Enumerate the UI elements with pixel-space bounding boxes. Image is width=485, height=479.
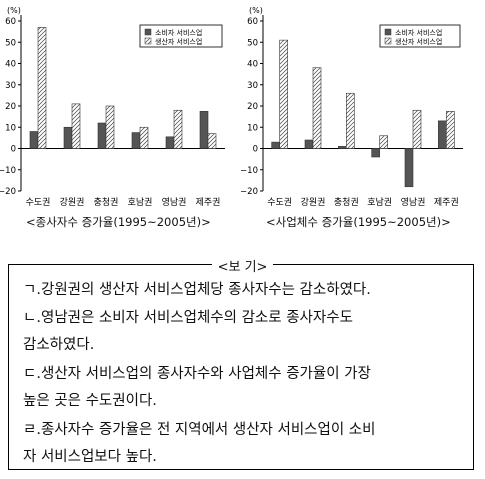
legend-swatch bbox=[384, 37, 392, 45]
bar-producer bbox=[446, 111, 455, 149]
bar-consumer bbox=[338, 146, 347, 149]
x-tick-label: 영남권 bbox=[401, 196, 426, 208]
bar-producer bbox=[346, 92, 355, 149]
legend-label: 소비자 서비스업 bbox=[395, 28, 442, 37]
x-tick-label: 영남권 bbox=[162, 196, 187, 208]
y-tick-label: 60 bbox=[247, 17, 258, 27]
bar-consumer bbox=[63, 126, 73, 149]
statement-box: ㄱ.강원권의 생산자 서비스업체당 종사자수는 감소하였다. ㄴ.영남권은 소비… bbox=[8, 264, 474, 470]
x-tick-label: 충청권 bbox=[94, 196, 119, 208]
bar-producer bbox=[279, 39, 288, 149]
unit-label: (%) bbox=[249, 6, 263, 15]
chart-employee-growth: (%) 60 50 40 30 20 10 0 −10 −20 수도권 강원권 충청권 호남권 영남권 제주권… bbox=[0, 6, 225, 208]
x-tick-label: 호남권 bbox=[367, 196, 392, 208]
y-tick-label: 0 bbox=[11, 145, 16, 155]
y-tick-label: 40 bbox=[5, 60, 16, 70]
x-tick-label: 수도권 bbox=[26, 196, 51, 208]
bar-producer bbox=[71, 103, 81, 149]
x-tick-label: 제주권 bbox=[434, 196, 459, 208]
statement-1: ㄱ.강원권의 생산자 서비스업체당 종사자수는 감소하였다. bbox=[23, 277, 459, 304]
bar-producer bbox=[173, 109, 183, 149]
legend-swatch bbox=[144, 28, 152, 36]
bar-consumer bbox=[199, 111, 209, 149]
x-tick-label: 제주권 bbox=[196, 196, 221, 208]
caption-employee-growth: <종사자수 증가율(1995~2005년)> bbox=[26, 215, 211, 229]
statement-3: ㄷ.생산자 서비스업의 종사자수와 사업체수 증가율이 가장 높은 곳은 수도권… bbox=[23, 361, 459, 415]
y-tick-label: −10 bbox=[240, 166, 258, 176]
x-tick-label: 강원권 bbox=[60, 196, 85, 208]
y-tick-label: 20 bbox=[247, 102, 258, 112]
x-tick-label: 충청권 bbox=[334, 196, 359, 208]
y-tick-label: −20 bbox=[240, 187, 258, 197]
bar-producer bbox=[139, 126, 149, 149]
statement-2: ㄴ.영남권은 소비자 서비스업체수의 감소로 종사자수도 감소하였다. bbox=[23, 305, 459, 359]
y-tick-label: 0 bbox=[253, 145, 258, 155]
box-title: <보 기> bbox=[0, 256, 485, 275]
statement-text-cont: 높은 곳은 수도권이다. bbox=[23, 393, 157, 409]
y-tick-label: 30 bbox=[5, 81, 16, 91]
statement-marker: ㄷ. bbox=[23, 366, 41, 382]
statement-text-cont: 감소하였다. bbox=[23, 337, 95, 353]
charts-area: (%) 60 50 40 30 20 10 0 −10 −20 수도권 강원권 충청권 호남권 영남권 제주권… bbox=[0, 6, 463, 208]
chart-business-growth: (%) 60 50 40 30 20 10 0 −10 −20 수도권 강원권 충청권 호남권 영남권 제주권… bbox=[240, 6, 463, 208]
unit-label: (%) bbox=[7, 6, 21, 15]
legend-label: 생산자 서비스업 bbox=[395, 37, 442, 46]
bar-consumer bbox=[404, 148, 414, 188]
bar-producer bbox=[412, 109, 422, 149]
bar-consumer bbox=[438, 120, 447, 149]
x-tick-label: 수도권 bbox=[267, 196, 292, 208]
bar-producer bbox=[37, 27, 47, 149]
y-tick-label: 50 bbox=[5, 38, 16, 48]
statement-text-cont: 자 서비스업보다 높다. bbox=[23, 449, 157, 465]
y-tick-label: 10 bbox=[247, 123, 258, 133]
bar-consumer bbox=[131, 132, 141, 149]
y-tick-label: −10 bbox=[0, 166, 16, 176]
legend-box bbox=[379, 24, 461, 48]
bar-producer bbox=[105, 105, 115, 149]
x-tick-label: 강원권 bbox=[301, 196, 326, 208]
caption-business-growth: <사업체수 증가율(1995~2005년)> bbox=[266, 215, 451, 229]
bar-consumer bbox=[29, 131, 39, 149]
bar-consumer bbox=[97, 122, 107, 149]
y-tick-label: 40 bbox=[247, 60, 258, 70]
statement-text: 강원권의 생산자 서비스업체당 종사자수는 감소하였다. bbox=[41, 282, 371, 298]
statement-text: 생산자 서비스업의 종사자수와 사업체수 증가율이 가장 bbox=[41, 366, 371, 382]
legend-swatch bbox=[144, 37, 152, 45]
x-tick-label: 호남권 bbox=[128, 196, 153, 208]
legend-box bbox=[139, 24, 223, 48]
legend-label: 생산자 서비스업 bbox=[155, 37, 202, 46]
legend-swatch bbox=[384, 28, 392, 36]
bar-consumer bbox=[271, 141, 280, 149]
bar-producer bbox=[312, 67, 322, 149]
y-tick-label: 10 bbox=[5, 123, 16, 133]
y-tick-label: 30 bbox=[247, 81, 258, 91]
y-tick-label: −20 bbox=[0, 187, 16, 197]
bar-consumer bbox=[165, 136, 175, 149]
legend-label: 소비자 서비스업 bbox=[155, 28, 202, 37]
bar-producer bbox=[379, 135, 388, 149]
bar-consumer bbox=[304, 139, 314, 149]
statement-marker: ㄹ. bbox=[23, 422, 41, 438]
bar-consumer bbox=[371, 148, 380, 158]
bar-producer bbox=[207, 133, 217, 149]
y-tick-label: 20 bbox=[5, 102, 16, 112]
y-tick-label: 50 bbox=[247, 38, 258, 48]
statement-4: ㄹ.종사자수 증가율은 전 지역에서 생산자 서비스업이 소비 자 서비스업보다… bbox=[23, 417, 459, 471]
y-tick-label: 60 bbox=[5, 17, 16, 27]
statement-marker: ㄴ. bbox=[23, 310, 41, 326]
statement-text: 종사자수 증가율은 전 지역에서 생산자 서비스업이 소비 bbox=[41, 422, 376, 438]
statement-text: 영남권은 소비자 서비스업체수의 감소로 종사자수도 bbox=[41, 310, 353, 326]
statement-marker: ㄱ. bbox=[23, 282, 41, 298]
